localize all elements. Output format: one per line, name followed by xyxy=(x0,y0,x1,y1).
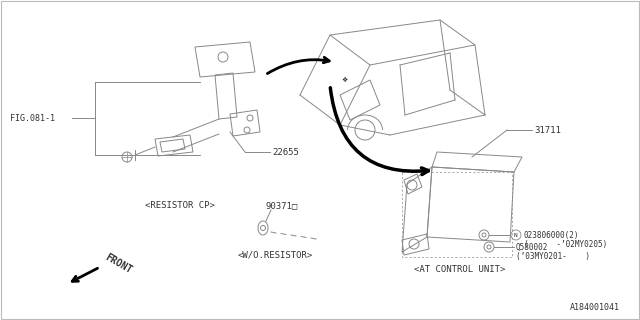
Text: Q580002: Q580002 xyxy=(516,243,548,252)
Text: <W/O.RESISTOR>: <W/O.RESISTOR> xyxy=(238,251,313,260)
Text: 023806000(2): 023806000(2) xyxy=(524,230,579,239)
Text: (      -’02MY0205): ( -’02MY0205) xyxy=(524,239,607,249)
Text: <RESISTOR CP>: <RESISTOR CP> xyxy=(145,201,215,210)
Text: N: N xyxy=(514,233,518,237)
Text: (’03MY0201-    ): (’03MY0201- ) xyxy=(516,252,590,260)
Text: <AT CONTROL UNIT>: <AT CONTROL UNIT> xyxy=(414,266,506,275)
Text: FRONT: FRONT xyxy=(103,252,133,276)
Text: A184001041: A184001041 xyxy=(570,303,620,312)
Text: 90371□: 90371□ xyxy=(265,202,297,211)
Text: 22655: 22655 xyxy=(272,148,299,156)
Text: ❖: ❖ xyxy=(342,77,348,83)
Text: FIG.081-1: FIG.081-1 xyxy=(10,114,55,123)
Text: 31711: 31711 xyxy=(534,125,561,134)
